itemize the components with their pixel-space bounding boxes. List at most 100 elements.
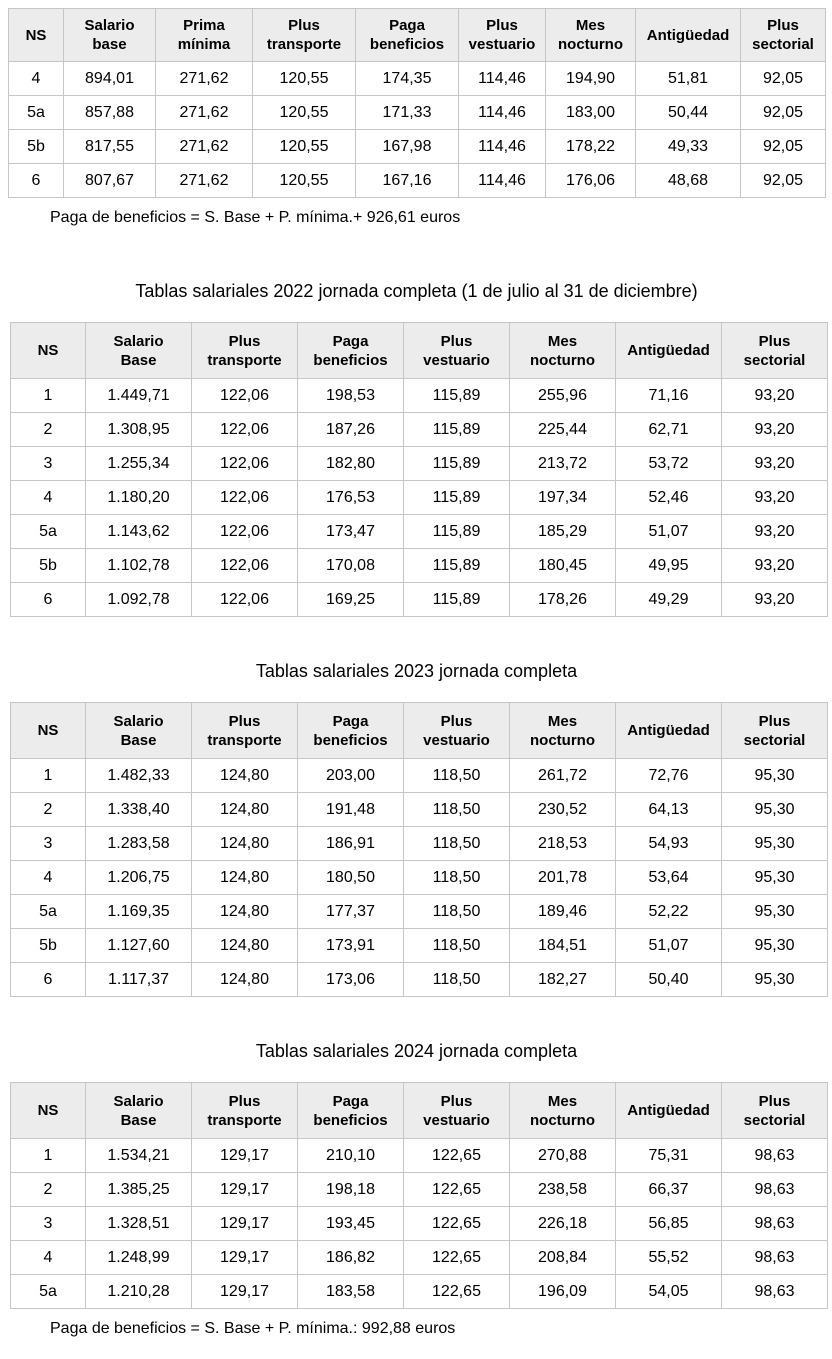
column-header: Paga beneficios <box>297 1082 404 1139</box>
value-cell: 122,65 <box>403 1172 510 1207</box>
value-cell: 62,71 <box>615 412 722 447</box>
ns-cell: 5a <box>10 514 86 549</box>
ns-cell: 4 <box>10 1240 86 1275</box>
value-cell: 75,31 <box>615 1138 722 1173</box>
value-cell: 118,50 <box>403 962 510 997</box>
value-cell: 201,78 <box>509 860 616 895</box>
value-cell: 120,55 <box>252 61 356 96</box>
table-row: 4 894,01 271,62 120,55 174,35 114,46 194,90 51,… <box>8 61 826 96</box>
value-cell: 180,50 <box>297 860 404 895</box>
table-row: 5b 817,55 271,62 120,55 167,98 114,46 178,22 49… <box>8 129 826 164</box>
value-cell: 50,40 <box>615 962 722 997</box>
value-cell: 98,63 <box>721 1172 828 1207</box>
value-cell: 52,22 <box>615 894 722 929</box>
value-cell: 184,51 <box>509 928 616 963</box>
ns-cell: 2 <box>10 792 86 827</box>
value-cell: 114,46 <box>458 61 546 96</box>
value-cell: 115,89 <box>403 480 510 515</box>
column-header: Plus transporte <box>191 1082 298 1139</box>
column-header: Plus transporte <box>191 322 298 379</box>
value-cell: 95,30 <box>721 758 828 793</box>
ns-cell: 3 <box>10 1206 86 1241</box>
value-cell: 177,37 <box>297 894 404 929</box>
column-header: Plus vestuario <box>403 702 510 759</box>
value-cell: 95,30 <box>721 792 828 827</box>
value-cell: 129,17 <box>191 1274 298 1309</box>
value-cell: 129,17 <box>191 1138 298 1173</box>
value-cell: 92,05 <box>740 129 826 164</box>
value-cell: 1.180,20 <box>85 480 192 515</box>
column-header: Antigüedad <box>615 1082 722 1139</box>
value-cell: 124,80 <box>191 962 298 997</box>
table-row: 5a 1.210,28 129,17 183,58 122,65 196,09 54,05 9… <box>10 1274 828 1309</box>
column-header: Antigüedad <box>615 322 722 379</box>
benefits-formula-note: Paga de beneficios = S. Base + P. mínima… <box>50 1320 456 1337</box>
value-cell: 1.449,71 <box>85 378 192 413</box>
table-row: 3 1.328,51 129,17 193,45 122,65 226,18 56,85 98… <box>10 1206 828 1241</box>
value-cell: 114,46 <box>458 163 546 198</box>
table-row: 2 1.308,95 122,06 187,26 115,89 225,44 62,71 93… <box>10 412 828 447</box>
value-cell: 129,17 <box>191 1206 298 1241</box>
value-cell: 226,18 <box>509 1206 616 1241</box>
value-cell: 271,62 <box>155 163 253 198</box>
value-cell: 124,80 <box>191 792 298 827</box>
column-header: Mes nocturno <box>545 8 636 62</box>
value-cell: 115,89 <box>403 514 510 549</box>
table-title-2023: Tablas salariales 2023 jornada completa <box>255 661 578 681</box>
value-cell: 1.338,40 <box>85 792 192 827</box>
table-row: 5a 857,88 271,62 120,55 171,33 114,46 183,00 50… <box>8 95 826 130</box>
value-cell: 1.169,35 <box>85 894 192 929</box>
value-cell: 1.127,60 <box>85 928 192 963</box>
value-cell: 198,18 <box>297 1172 404 1207</box>
value-cell: 118,50 <box>403 928 510 963</box>
value-cell: 93,20 <box>721 480 828 515</box>
table-row: 3 1.255,34 122,06 182,80 115,89 213,72 53,72 93… <box>10 446 828 481</box>
value-cell: 129,17 <box>191 1172 298 1207</box>
value-cell: 49,29 <box>615 582 722 617</box>
header-row: NS Salario Base Plus transporte Paga benefi… <box>10 702 828 759</box>
column-header: Salario Base <box>85 322 192 379</box>
value-cell: 817,55 <box>63 129 156 164</box>
value-cell: 1.117,37 <box>85 962 192 997</box>
ns-cell: 5b <box>10 928 86 963</box>
value-cell: 122,65 <box>403 1206 510 1241</box>
value-cell: 261,72 <box>509 758 616 793</box>
value-cell: 122,65 <box>403 1138 510 1173</box>
value-cell: 114,46 <box>458 129 546 164</box>
value-cell: 189,46 <box>509 894 616 929</box>
value-cell: 178,26 <box>509 582 616 617</box>
table-row: 6 1.092,78 122,06 169,25 115,89 178,26 49,29 93… <box>10 582 828 617</box>
column-header: Plus sectorial <box>721 702 828 759</box>
column-header: Paga beneficios <box>297 322 404 379</box>
value-cell: 54,05 <box>615 1274 722 1309</box>
value-cell: 185,29 <box>509 514 616 549</box>
value-cell: 72,76 <box>615 758 722 793</box>
salary-table-2022: NS Salario Base Plus transporte Paga benefi… <box>10 322 828 617</box>
value-cell: 122,06 <box>191 480 298 515</box>
ns-cell: 5a <box>10 894 86 929</box>
table-row: 5b 1.102,78 122,06 170,08 115,89 180,45 49,95 9… <box>10 548 828 583</box>
value-cell: 208,84 <box>509 1240 616 1275</box>
value-cell: 1.385,25 <box>85 1172 192 1207</box>
value-cell: 196,09 <box>509 1274 616 1309</box>
value-cell: 1.143,62 <box>85 514 192 549</box>
value-cell: 118,50 <box>403 758 510 793</box>
value-cell: 191,48 <box>297 792 404 827</box>
ns-cell: 5a <box>10 1274 86 1309</box>
value-cell: 120,55 <box>252 95 356 130</box>
column-header: NS <box>10 1082 86 1139</box>
header-row: NS Salario base Prima mínima Plus transport… <box>8 8 826 62</box>
value-cell: 48,68 <box>635 163 741 198</box>
value-cell: 64,13 <box>615 792 722 827</box>
value-cell: 53,72 <box>615 446 722 481</box>
column-header: Mes nocturno <box>509 322 616 379</box>
value-cell: 210,10 <box>297 1138 404 1173</box>
value-cell: 118,50 <box>403 894 510 929</box>
value-cell: 1.092,78 <box>85 582 192 617</box>
value-cell: 1.102,78 <box>85 548 192 583</box>
ns-cell: 4 <box>10 480 86 515</box>
column-header: Plus transporte <box>191 702 298 759</box>
value-cell: 183,58 <box>297 1274 404 1309</box>
value-cell: 56,85 <box>615 1206 722 1241</box>
table-row: 2 1.385,25 129,17 198,18 122,65 238,58 66,37 98… <box>10 1172 828 1207</box>
